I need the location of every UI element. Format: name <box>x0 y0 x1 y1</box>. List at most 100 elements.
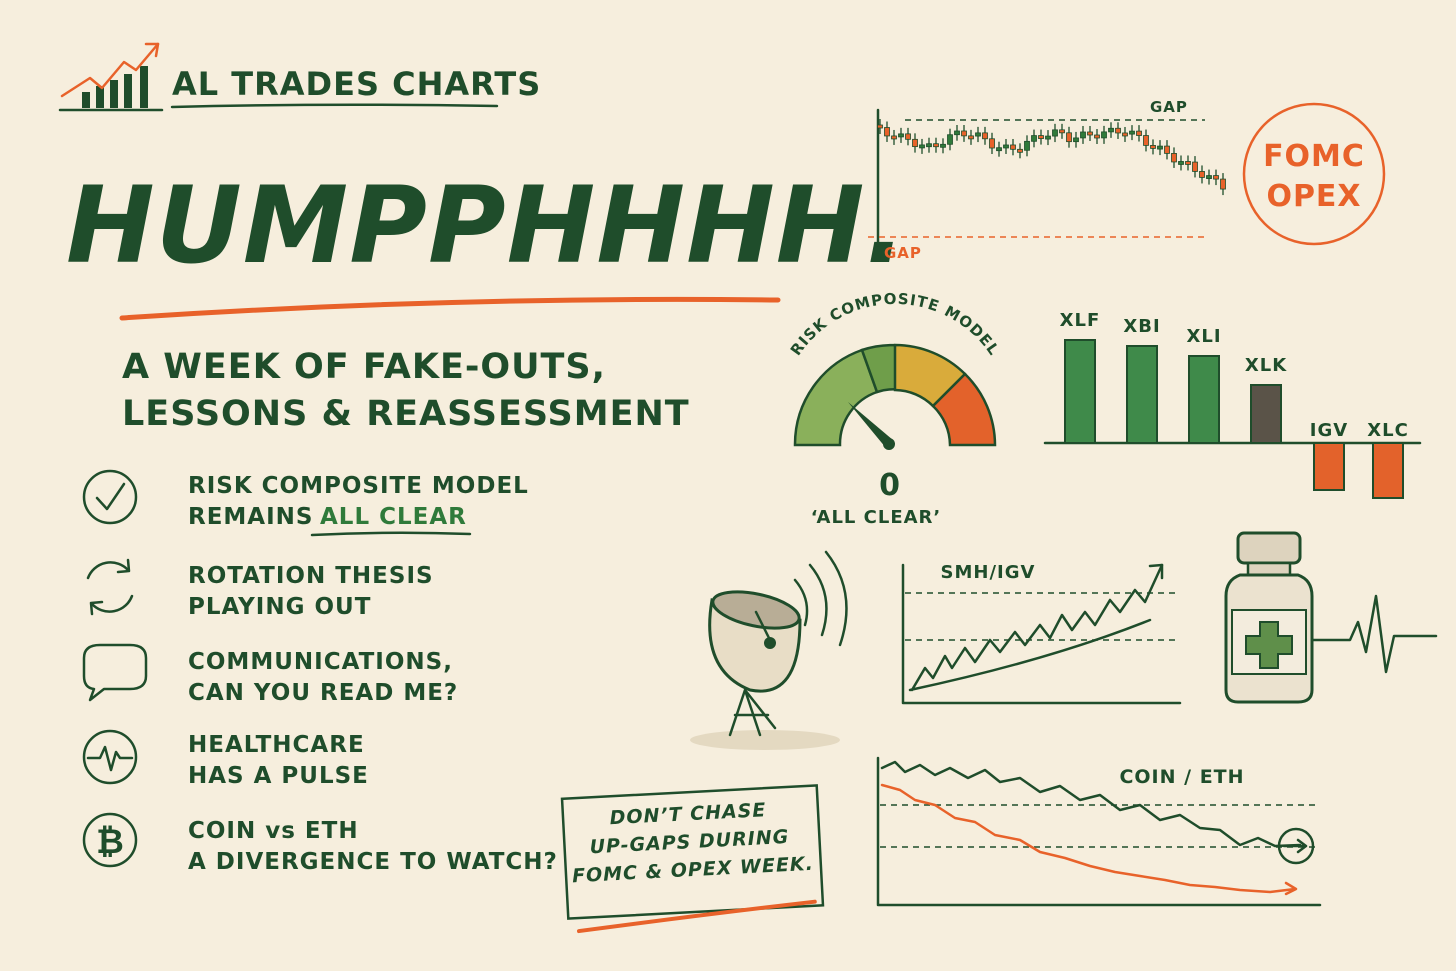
candle <box>996 147 1002 152</box>
highlight-underline <box>310 531 472 537</box>
rotate-arrow <box>89 600 104 616</box>
arrowhead <box>1148 563 1164 580</box>
chat-icon <box>82 643 148 702</box>
candle <box>1059 129 1065 134</box>
list-text: REMAINS <box>188 504 313 530</box>
coin-line <box>880 760 1302 848</box>
list-text: HAS A PULSE <box>188 763 369 789</box>
candle <box>1115 127 1121 134</box>
check-icon <box>82 469 138 525</box>
candle <box>989 138 995 149</box>
pulse-icon <box>82 729 138 785</box>
candle <box>933 143 939 148</box>
rotate-arrow <box>116 558 131 574</box>
axis <box>876 756 1322 907</box>
list-text: A DIVERGENCE TO WATCH? <box>188 849 558 875</box>
candle <box>1199 171 1205 178</box>
candle <box>1129 130 1135 135</box>
note-box <box>560 784 825 920</box>
trend-line <box>908 618 1152 692</box>
logo-bar <box>140 66 148 108</box>
list-text: COIN vs ETH <box>188 818 359 844</box>
candle <box>1024 140 1030 151</box>
candle <box>1178 161 1184 165</box>
sector-sketch: XLF XBI XLI XLK IGV XLC <box>1043 310 1422 499</box>
sector-bar <box>1313 442 1345 491</box>
chart-title: SMH/IGV <box>941 562 1036 583</box>
chart-title: COIN / ETH <box>1119 766 1244 788</box>
candle <box>877 124 883 129</box>
headline-underline <box>119 296 781 321</box>
list-text: COMMUNICATIONS, <box>188 649 453 675</box>
candle <box>905 133 911 140</box>
candle <box>884 127 890 137</box>
list-highlight: ALL CLEAR <box>320 504 467 530</box>
guide-line <box>880 804 1320 848</box>
list-text: ROTATION THESIS <box>188 563 434 589</box>
bitcoin-icon <box>82 812 138 868</box>
candle <box>1206 175 1212 179</box>
candle <box>926 143 932 148</box>
logo-bar <box>110 80 118 108</box>
candle <box>954 130 960 136</box>
candle <box>1213 175 1219 180</box>
sector-bar <box>1126 345 1158 444</box>
logo-bar <box>96 86 104 108</box>
sector-label: XLF <box>1060 310 1101 331</box>
bitcoin-symbol: ₿ <box>96 822 124 862</box>
sector-label: XBI <box>1123 316 1160 337</box>
candle <box>1010 144 1016 150</box>
arrow <box>1282 838 1308 854</box>
pulse-line <box>1310 594 1438 674</box>
sector-bar <box>1250 384 1282 444</box>
subtitle: A WEEK OF FAKE-OUTS, <box>122 347 606 387</box>
candle <box>961 130 967 137</box>
needle <box>848 402 893 448</box>
candle <box>1080 131 1086 139</box>
list: RISK COMPOSITE MODEL REMAINS ALL CLEAR ROTA… <box>188 473 558 875</box>
candle <box>1017 148 1023 153</box>
candle <box>1171 153 1177 163</box>
sector-label: IGV <box>1310 420 1348 441</box>
candle <box>1003 144 1009 149</box>
ratio-line <box>910 563 1164 692</box>
highlight-circle <box>1277 827 1315 865</box>
list-text: HEALTHCARE <box>188 732 365 758</box>
candle <box>891 135 897 140</box>
eth-line <box>880 783 1297 894</box>
logo <box>58 42 164 112</box>
list-text: RISK COMPOSITE MODEL <box>188 473 529 499</box>
candle <box>975 132 981 137</box>
axis <box>901 563 1182 705</box>
feed-horn <box>764 637 776 649</box>
gap-label: GAP <box>884 244 922 262</box>
logo-arrowhead <box>144 42 160 58</box>
feed <box>754 610 772 642</box>
guide-line <box>905 592 1175 641</box>
candlestick-sketch <box>868 108 1226 247</box>
tripod <box>728 688 777 737</box>
candle <box>982 132 988 140</box>
vial-neck <box>1246 561 1292 577</box>
gauge-caption: ‘ALL CLEAR’ <box>811 507 942 528</box>
sector-bar <box>1372 442 1404 499</box>
candle <box>1150 145 1156 149</box>
pulse-line <box>86 745 134 772</box>
candle <box>1136 130 1142 136</box>
list-icons: ₿ <box>82 469 148 868</box>
candle <box>1101 131 1107 139</box>
list-text: CAN YOU READ ME? <box>188 680 458 706</box>
candle <box>1073 137 1079 143</box>
candle <box>1031 135 1037 142</box>
candle <box>947 134 953 145</box>
candle <box>1220 178 1226 190</box>
candle <box>1192 161 1198 172</box>
vial-cap <box>1236 531 1302 565</box>
check-mark <box>95 482 126 511</box>
rotate-icon <box>86 561 130 580</box>
satellite-dish <box>690 550 848 750</box>
candle <box>919 144 925 149</box>
